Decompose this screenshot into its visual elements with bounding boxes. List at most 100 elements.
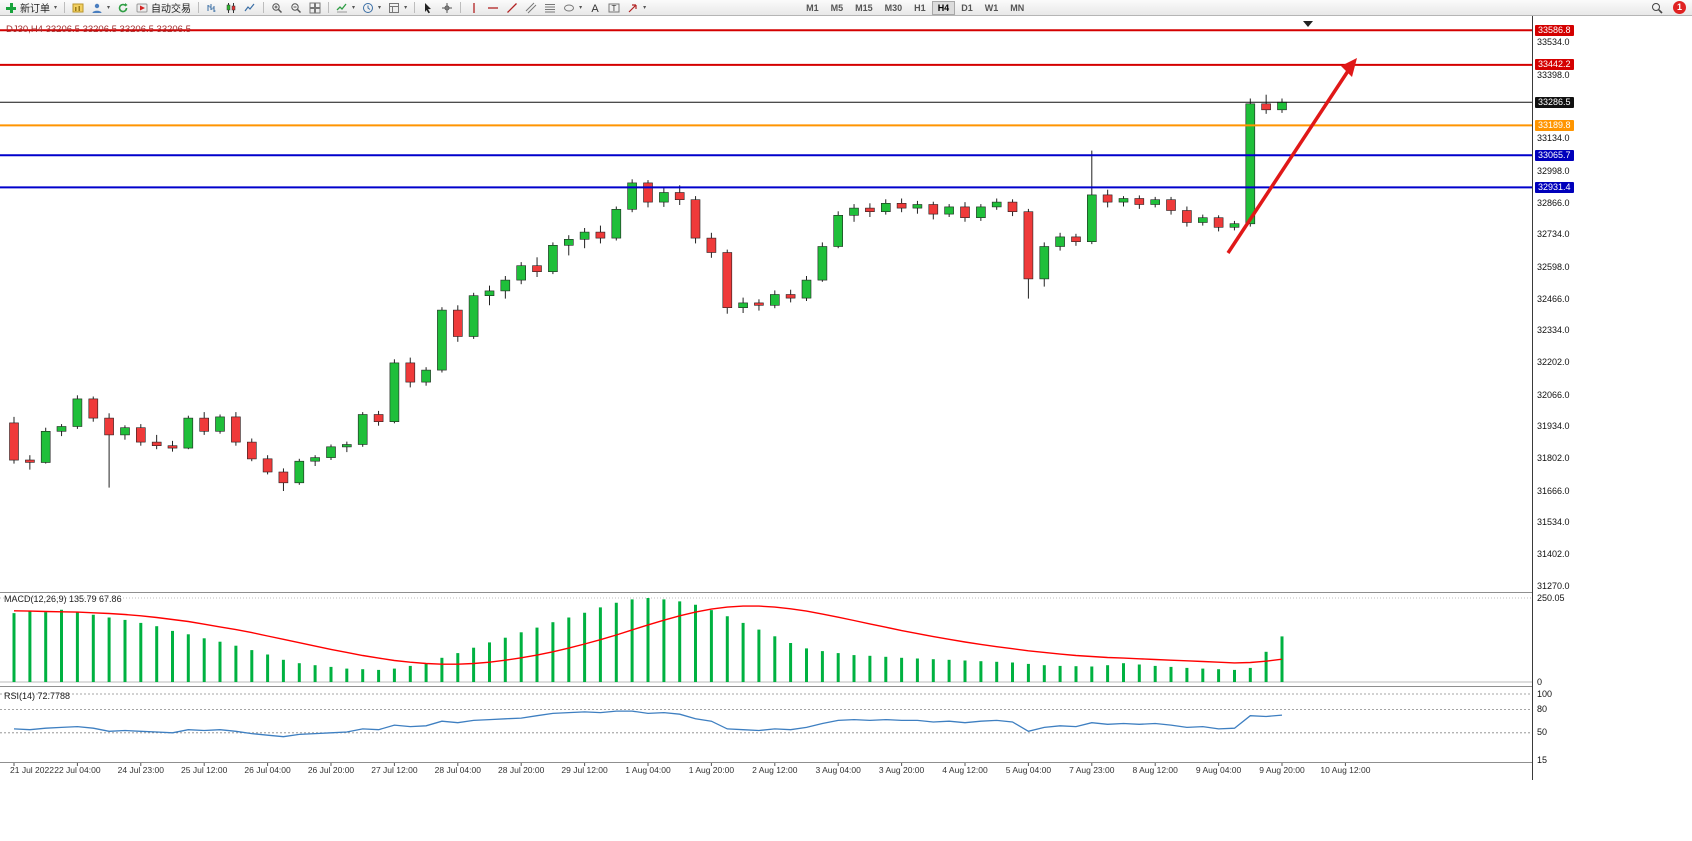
crosshair-icon[interactable] <box>438 0 456 15</box>
candle-body <box>690 199 701 239</box>
chevron-down-icon: ▾ <box>378 5 382 11</box>
macd-axis-label: 0 <box>1537 676 1543 687</box>
horizontal-line-icon[interactable] <box>484 0 502 15</box>
candle-body <box>421 369 431 383</box>
price-chart-canvas[interactable]: 21 Jul 2022 22 Jul 04:00 24 Jul 23:00 25 Ju… <box>0 16 1532 780</box>
candle-body <box>1102 194 1113 203</box>
candle-body <box>1245 103 1256 225</box>
candle-body <box>928 204 939 215</box>
indicators-icon[interactable]: ▾ <box>333 0 358 15</box>
cursor-icon[interactable] <box>419 0 437 15</box>
candle-body <box>120 427 130 436</box>
price-badge-33065.7[interactable]: 33065.7 <box>1535 149 1574 161</box>
time-axis-label: 26 Jul 20:00 <box>308 765 355 775</box>
time-axis-label: 24 Jul 23:00 <box>118 765 165 775</box>
price-axis-label: 33398.0 <box>1537 70 1570 80</box>
candle-body <box>1198 217 1208 223</box>
profile-icon[interactable]: ▾ <box>88 0 113 15</box>
macd-axis-label: 250.05 <box>1537 592 1565 603</box>
chevron-down-icon: ▾ <box>54 5 58 11</box>
candle-body <box>849 207 859 216</box>
candle-body <box>326 446 336 458</box>
text-label-icon[interactable]: A <box>586 0 604 15</box>
candle-body <box>183 417 194 449</box>
candle-body <box>912 204 923 209</box>
zoom-out-icon[interactable] <box>287 0 305 15</box>
candle-body <box>1087 194 1097 242</box>
text-box-icon[interactable]: T <box>605 0 623 15</box>
templates-icon[interactable]: ▾ <box>385 0 410 15</box>
chart-shift-marker[interactable] <box>1303 21 1313 27</box>
timeframe-m30[interactable]: M30 <box>879 1 909 15</box>
time-axis-label: 5 Aug 04:00 <box>1006 765 1052 775</box>
candle-body <box>1182 210 1192 223</box>
charts-window-icon[interactable] <box>69 0 87 15</box>
candle-body <box>405 362 416 383</box>
timeframe-h1[interactable]: H1 <box>908 1 932 15</box>
timeframe-m15[interactable]: M15 <box>849 1 879 15</box>
vertical-line-icon[interactable] <box>465 0 483 15</box>
chevron-down-icon: ▾ <box>579 5 583 11</box>
candle-body <box>278 471 289 484</box>
price-badge-33442.2[interactable]: 33442.2 <box>1535 59 1574 71</box>
price-axis-label: 32734.0 <box>1537 229 1570 240</box>
price-badge-33586.8[interactable]: 33586.8 <box>1535 24 1574 36</box>
separator <box>263 2 265 13</box>
tile-windows-icon[interactable] <box>306 0 324 15</box>
price-axis-label: 31270.0 <box>1537 580 1570 591</box>
play-icon <box>136 3 148 12</box>
candle-body <box>1213 217 1224 228</box>
bar-chart-icon[interactable] <box>203 0 221 15</box>
panel-separator[interactable] <box>0 592 1692 593</box>
candle-body <box>991 201 1002 208</box>
timeframe-w1[interactable]: W1 <box>979 1 1005 15</box>
notification-badge[interactable]: 1 <box>1673 1 1686 14</box>
timeframe-m1[interactable]: M1 <box>800 1 825 15</box>
candlestick-chart-icon[interactable] <box>222 0 240 15</box>
price-badge-32931.4[interactable]: 32931.4 <box>1535 181 1574 193</box>
auto-trading-button[interactable]: 自动交易 <box>133 0 194 15</box>
time-period-icon[interactable]: ▾ <box>359 0 384 15</box>
candle-body <box>373 414 384 422</box>
candle-body <box>706 237 717 253</box>
candle-body <box>1166 199 1176 211</box>
fibonacci-icon[interactable] <box>541 0 559 15</box>
time-axis-label: 27 Jul 12:00 <box>371 765 418 775</box>
trend-arrow-head[interactable] <box>1341 58 1357 77</box>
timeframe-h4[interactable]: H4 <box>931 0 956 15</box>
chevron-down-icon: ▾ <box>643 5 647 11</box>
timeframe-d1[interactable]: D1 <box>955 1 979 15</box>
timeframe-m5[interactable]: M5 <box>825 1 850 15</box>
candle-body <box>817 246 828 281</box>
time-axis-label: 28 Jul 04:00 <box>435 765 482 775</box>
candle-body <box>56 426 67 432</box>
price-badge-33189.8[interactable]: 33189.8 <box>1535 119 1574 131</box>
refresh-icon[interactable] <box>114 0 132 15</box>
auto-trading-label: 自动交易 <box>151 4 192 15</box>
zoom-in-icon[interactable] <box>268 0 286 15</box>
time-axis-label: 28 Jul 20:00 <box>498 765 545 775</box>
candle-body <box>769 294 780 306</box>
chevron-down-icon: ▾ <box>352 5 356 11</box>
candle-body <box>944 206 954 215</box>
candle-body <box>1055 236 1065 247</box>
line-chart-icon[interactable] <box>241 0 259 15</box>
channel-icon[interactable] <box>522 0 540 15</box>
trendline-icon[interactable] <box>503 0 521 15</box>
trend-arrow-line[interactable] <box>1226 70 1350 254</box>
new-order-button[interactable]: 新订单 ▾ <box>2 0 60 15</box>
shapes-icon[interactable]: ▾ <box>560 0 585 15</box>
panel-separator[interactable] <box>0 686 1692 687</box>
time-axis-label: 3 Aug 20:00 <box>879 765 925 775</box>
arrows-tool-icon[interactable]: ▾ <box>624 0 649 15</box>
candle-body <box>785 294 796 299</box>
search-icon[interactable] <box>1648 0 1666 15</box>
rsi-line <box>13 710 1283 738</box>
time-axis-label: 4 Aug 12:00 <box>942 765 988 775</box>
price-badge-33286.5[interactable]: 33286.5 <box>1535 96 1574 108</box>
price-axis-label: 32066.0 <box>1537 389 1570 400</box>
timeframe-mn[interactable]: MN <box>1004 1 1030 15</box>
candle-body <box>136 427 146 443</box>
candle-body <box>104 417 114 436</box>
chart-area[interactable]: 21 Jul 2022 22 Jul 04:00 24 Jul 23:00 25 Ju… <box>0 16 1692 841</box>
